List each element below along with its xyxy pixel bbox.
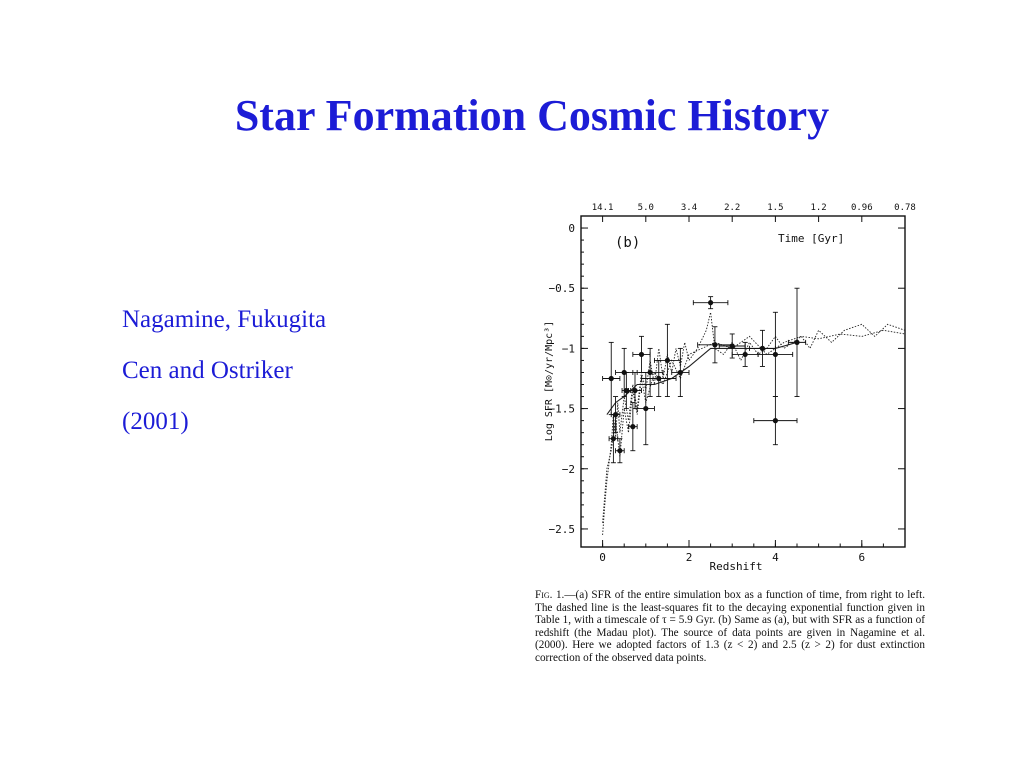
data-point bbox=[643, 405, 649, 412]
y-tick-label: −1.5 bbox=[549, 403, 576, 416]
data-point bbox=[656, 375, 662, 382]
data-point bbox=[638, 351, 645, 358]
data-point bbox=[742, 351, 748, 358]
x-tick-label: 0 bbox=[599, 551, 606, 564]
top-tick-label: 1.2 bbox=[810, 203, 826, 213]
author-list: Nagamine, Fukugita Cen and Ostriker (200… bbox=[122, 302, 326, 455]
slide-title: Star Formation Cosmic History bbox=[234, 91, 830, 140]
data-point bbox=[664, 357, 670, 364]
y-axis-label: Log SFR [M⊙/yr/Mpc³] bbox=[544, 321, 555, 441]
author-line: Cen and Ostriker bbox=[122, 357, 293, 384]
figure: 0 2 4 6 0 −0.5 −1 −1.5 −2 −2.5 14.1 5.0 3.4 2.2 1.5 1.2… bbox=[530, 195, 930, 590]
y-tick-label: −0.5 bbox=[549, 282, 576, 295]
caption-fig-label: Fig. bbox=[535, 589, 553, 601]
x-tick-label: 4 bbox=[772, 551, 779, 564]
data-point bbox=[712, 342, 718, 348]
top-axis-label: Time [Gyr] bbox=[778, 232, 844, 245]
x-tick-label: 6 bbox=[858, 551, 865, 564]
top-tick-label: 0.96 bbox=[851, 203, 873, 213]
figure-caption: Fig. 1.—(a) SFR of the entire simulation… bbox=[535, 589, 925, 665]
data-point bbox=[610, 436, 616, 442]
author-line: Nagamine, Fukugita bbox=[122, 306, 327, 333]
data-point bbox=[729, 343, 735, 349]
data-point bbox=[772, 351, 778, 358]
data-point bbox=[617, 448, 623, 454]
data-point bbox=[794, 339, 800, 345]
y-tick-label: 0 bbox=[568, 222, 575, 235]
data-point bbox=[677, 369, 683, 376]
data-point bbox=[772, 418, 778, 424]
data-point bbox=[647, 369, 653, 376]
sfr-redshift-chart: 0 2 4 6 0 −0.5 −1 −1.5 −2 −2.5 14.1 5.0 3.4 2.2 1.5 1.2… bbox=[544, 203, 916, 573]
top-tick-label: 14.1 bbox=[592, 203, 614, 213]
dotted-curve bbox=[602, 312, 906, 536]
x-tick-label: 2 bbox=[686, 551, 693, 564]
caption-text: —(a) SFR of the entire simulation box as… bbox=[535, 589, 925, 664]
dotted-curve bbox=[602, 329, 906, 523]
top-tick-label: 5.0 bbox=[638, 203, 654, 213]
top-tick-label: 0.78 bbox=[894, 203, 916, 213]
caption-number: 1. bbox=[555, 589, 565, 601]
y-tick-label: −2.5 bbox=[549, 523, 576, 536]
data-point bbox=[759, 345, 766, 351]
plot-frame bbox=[580, 215, 906, 548]
data-point bbox=[630, 424, 636, 430]
top-tick-label: 2.2 bbox=[724, 203, 740, 213]
y-tick-label: −2 bbox=[562, 463, 575, 476]
top-tick-label: 1.5 bbox=[767, 203, 783, 213]
data-point bbox=[608, 375, 614, 382]
year-line: (2001) bbox=[122, 408, 189, 435]
panel-label: (b) bbox=[615, 235, 640, 251]
y-tick-label: −1 bbox=[562, 342, 575, 355]
x-axis-label: Redshift bbox=[710, 560, 763, 573]
data-point bbox=[612, 412, 619, 418]
data-point bbox=[708, 300, 714, 306]
data-point bbox=[632, 387, 638, 394]
top-tick-label: 3.4 bbox=[681, 203, 697, 213]
data-point bbox=[623, 387, 629, 394]
